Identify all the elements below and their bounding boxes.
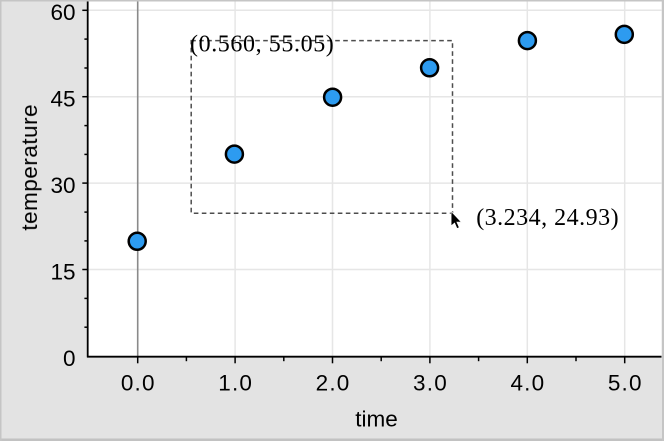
svg-text:5.0: 5.0 <box>608 370 643 395</box>
svg-text:(0.560, 55.05): (0.560, 55.05) <box>190 31 334 57</box>
svg-text:4.0: 4.0 <box>510 370 545 395</box>
svg-text:15: 15 <box>50 259 75 284</box>
svg-text:temperature: temperature <box>17 104 42 231</box>
svg-text:0: 0 <box>63 346 76 371</box>
svg-text:45: 45 <box>50 87 75 112</box>
svg-text:0.0: 0.0 <box>121 370 156 395</box>
svg-text:(3.234, 24.93): (3.234, 24.93) <box>476 205 619 231</box>
svg-text:time: time <box>355 407 398 432</box>
svg-text:1.0: 1.0 <box>218 370 253 395</box>
svg-text:30: 30 <box>50 173 75 198</box>
svg-text:60: 60 <box>50 0 75 25</box>
svg-text:3.0: 3.0 <box>413 370 448 395</box>
svg-text:2.0: 2.0 <box>316 370 351 395</box>
